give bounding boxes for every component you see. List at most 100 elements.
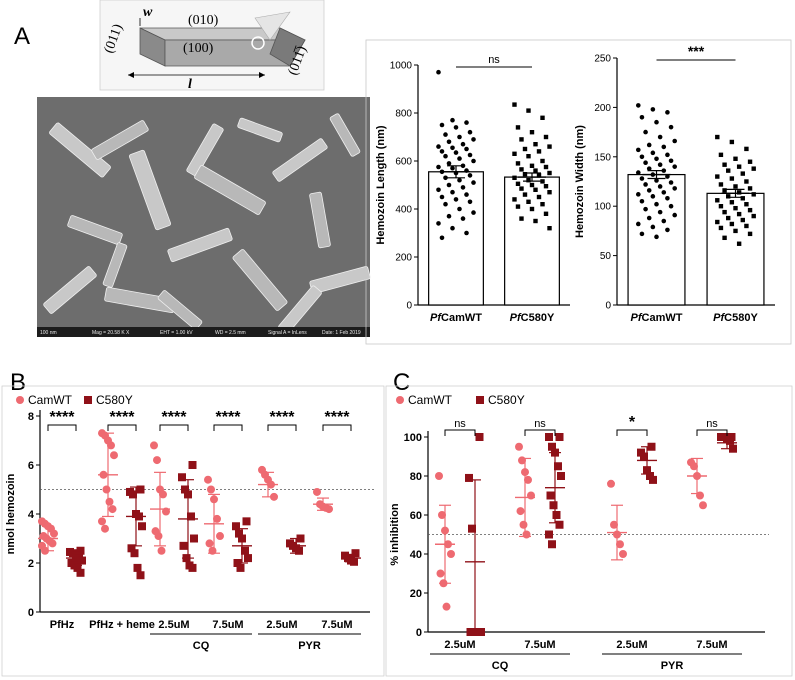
data-point bbox=[453, 150, 459, 155]
y-tick-label: 8 bbox=[28, 411, 34, 423]
data-point bbox=[471, 158, 476, 164]
data-point bbox=[715, 219, 720, 225]
data-point bbox=[533, 218, 538, 224]
data-point-c580y bbox=[555, 433, 564, 441]
data-point bbox=[460, 216, 466, 221]
category-label: 7.5uM bbox=[321, 619, 352, 631]
significance-label: **** bbox=[216, 409, 242, 426]
y-tick-label: 4 bbox=[28, 509, 35, 521]
data-point bbox=[446, 139, 452, 145]
data-point bbox=[543, 164, 549, 170]
data-point bbox=[751, 213, 756, 219]
data-point bbox=[457, 156, 462, 161]
data-point-camwt bbox=[524, 475, 532, 484]
category-label: PfC580Y bbox=[713, 312, 758, 324]
data-point bbox=[443, 132, 448, 137]
data-point bbox=[526, 108, 531, 113]
data-point bbox=[639, 176, 645, 181]
y-tick-label: 2 bbox=[28, 558, 34, 570]
data-point bbox=[718, 204, 724, 209]
data-point-c580y bbox=[643, 466, 651, 475]
y-tick-label: 250 bbox=[594, 54, 611, 65]
data-point bbox=[646, 166, 652, 171]
data-point bbox=[529, 130, 535, 135]
data-point-camwt bbox=[162, 507, 170, 516]
y-tick-label: 100 bbox=[404, 432, 422, 444]
y-axis-label: % inhibition bbox=[389, 503, 401, 566]
y-tick-label: 200 bbox=[395, 253, 412, 264]
bar bbox=[428, 171, 484, 306]
significance-bracket bbox=[47, 424, 77, 431]
data-point bbox=[650, 224, 656, 230]
data-point-c580y bbox=[649, 475, 657, 484]
data-point-camwt bbox=[205, 539, 214, 548]
data-point-c580y bbox=[188, 461, 197, 469]
significance-label: ns bbox=[706, 418, 718, 430]
data-point-camwt bbox=[441, 526, 449, 535]
sem-crystal bbox=[43, 266, 97, 314]
data-point bbox=[547, 226, 552, 231]
data-point bbox=[457, 134, 462, 140]
data-point-camwt bbox=[153, 456, 161, 465]
category-label: PfC580Y bbox=[510, 312, 555, 324]
significance-bracket bbox=[159, 424, 189, 431]
data-point-camwt bbox=[98, 517, 106, 526]
y-tick-label: 100 bbox=[594, 202, 611, 213]
y-tick-label: 150 bbox=[594, 152, 611, 163]
sem-info-bar bbox=[37, 327, 370, 337]
data-point bbox=[446, 182, 452, 188]
data-point-c580y bbox=[241, 546, 249, 555]
chart-nmol-hemozoin: 0 2 4 6 8 nmol hemozoin CamWT C580Y PfHz **** PfHz… bbox=[5, 393, 374, 652]
data-point bbox=[726, 168, 731, 173]
data-point-camwt bbox=[210, 495, 218, 504]
data-point bbox=[729, 200, 735, 205]
data-point bbox=[740, 171, 745, 176]
y-tick-label: 6 bbox=[28, 460, 34, 472]
significance-label: ns bbox=[454, 418, 466, 430]
data-point bbox=[543, 134, 549, 140]
y-tick-label: 400 bbox=[395, 205, 412, 216]
data-point bbox=[661, 144, 667, 150]
sem-wd: WD = 2.5 mm bbox=[215, 330, 246, 336]
category-label: 2.5uM bbox=[158, 619, 189, 631]
sem-micrograph: 100 nm Mag = 20.58 K X EHT = 1.00 kV WD … bbox=[37, 97, 371, 337]
data-point bbox=[747, 186, 753, 191]
y-tick-label: 0 bbox=[28, 607, 34, 619]
data-point bbox=[747, 207, 753, 213]
data-point bbox=[643, 206, 648, 212]
data-point-camwt bbox=[207, 485, 215, 494]
data-point bbox=[751, 166, 756, 171]
data-point bbox=[464, 146, 469, 152]
category-label-italic: Pf bbox=[430, 312, 442, 324]
data-point bbox=[512, 175, 517, 180]
data-point-camwt bbox=[110, 451, 118, 460]
crystal-cut-plane bbox=[254, 11, 291, 41]
data-point bbox=[654, 119, 659, 125]
panel-a-chart-frame bbox=[365, 39, 792, 345]
data-point-c580y bbox=[133, 563, 142, 572]
data-point-c580y bbox=[555, 520, 564, 529]
legend-marker-camwt bbox=[16, 396, 24, 404]
data-point bbox=[646, 142, 652, 148]
data-point bbox=[665, 110, 670, 115]
data-point-camwt bbox=[690, 462, 698, 471]
sem-crystal bbox=[272, 138, 328, 182]
sem-scale: 100 nm bbox=[40, 330, 57, 336]
data-point bbox=[733, 184, 738, 189]
chart-percent-inhibition: 0 20 40 60 80 100 % inhibition CamWT C580Y 2.5uM n… bbox=[389, 393, 769, 672]
data-point bbox=[515, 161, 521, 166]
data-point-c580y bbox=[244, 554, 252, 563]
data-point bbox=[522, 172, 528, 177]
data-point-c580y bbox=[468, 524, 476, 533]
sem-crystal bbox=[102, 242, 128, 288]
data-point-camwt bbox=[518, 456, 526, 465]
data-point-camwt bbox=[41, 546, 49, 555]
data-point-camwt bbox=[105, 497, 114, 506]
data-point bbox=[526, 178, 531, 183]
data-point bbox=[665, 227, 670, 233]
data-point-c580y bbox=[295, 546, 303, 555]
y-tick-label: 1000 bbox=[390, 61, 413, 72]
data-point-camwt bbox=[208, 546, 217, 555]
data-point bbox=[657, 162, 663, 168]
bar bbox=[706, 192, 765, 306]
